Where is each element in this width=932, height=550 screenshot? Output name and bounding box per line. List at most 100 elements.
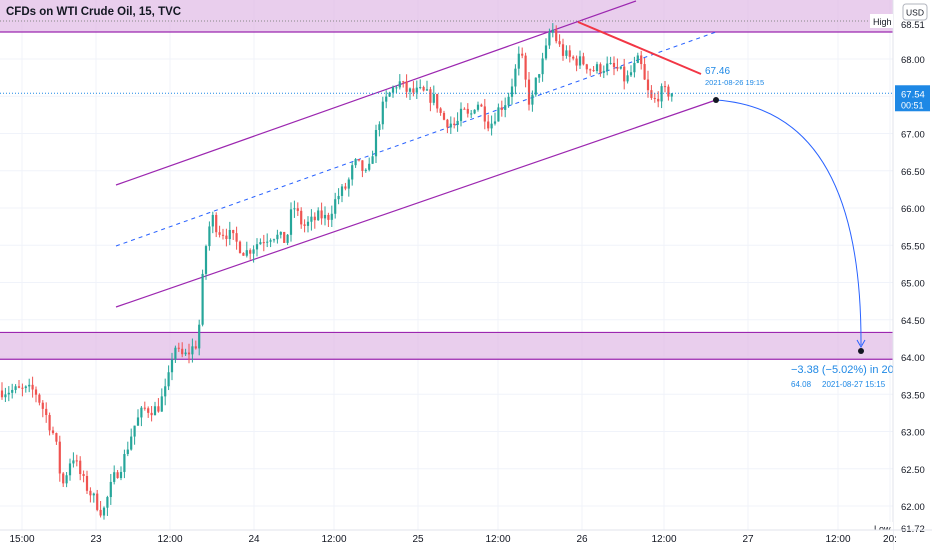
candle-body [170,359,174,373]
candle-body [286,234,289,243]
candle-body [524,55,527,80]
grid [0,0,893,530]
candle-body [102,507,106,516]
candle-body [113,472,116,482]
candle-body [646,79,650,91]
candle-body [92,493,95,496]
candle-body [174,347,177,360]
candles [0,23,673,520]
candle-body [555,29,558,42]
candle-body [385,96,388,102]
candle-body [130,436,133,450]
high-value: 68.51 [901,20,925,31]
candle-body [150,412,153,416]
candle-body [565,50,568,56]
candle-body [388,92,391,97]
candle-body [181,348,184,355]
candle-body [633,62,636,73]
candle-body [667,86,670,97]
candle-body [442,112,446,120]
candle-body [334,199,337,214]
candle-body [595,64,599,71]
y-tick-label: 67.00 [901,130,925,141]
candle-body [317,210,320,221]
candle-body [551,29,554,33]
candle-body [429,89,432,103]
candle-body [255,244,259,250]
candle-body [473,109,476,114]
candle-body [606,63,609,71]
candle-body [534,77,537,95]
channel-middle-line [115,31,717,247]
candle-body [300,210,303,225]
projection-target-price-label: 64.08 [791,380,812,389]
candle-body [517,53,520,69]
x-tick-label: 12:00 [321,534,346,545]
price-zones [0,0,893,360]
projection-end-point [858,348,864,354]
y-tick-label: 66.50 [901,167,925,178]
y-tick-label: 62.00 [901,502,925,513]
candle-body [51,430,55,434]
x-tick-label: 12:00 [651,534,676,545]
projection-arc [715,99,862,346]
candle-body [153,406,157,416]
candle-body [361,160,364,171]
candle-body [500,107,503,110]
candle-body [198,324,201,349]
candle-body [592,70,595,72]
candle-body [640,55,643,65]
candle-body [558,41,561,45]
candle-body [548,32,551,46]
candle-body [279,231,282,235]
candle-body [65,475,68,484]
candle-body [133,425,136,437]
candle-body [249,250,252,254]
candle-body [136,417,140,426]
candle-body [201,273,204,325]
candle-body [589,69,592,71]
candle-body [374,130,378,157]
candle-body [541,58,544,75]
candle-body [483,106,486,122]
candle-body [228,229,231,240]
candle-body [45,408,48,416]
candle-body [41,402,44,409]
candle-body [337,195,340,200]
x-tick-label: 27 [742,534,754,545]
candle-body [262,242,265,244]
candle-body [561,44,565,56]
candle-body [276,234,279,240]
projection-change-label: −3.38 (−5.02%) in 20h [791,364,900,376]
x-tick-label: 23 [90,534,102,545]
candle-body [585,64,588,70]
candle-body [7,392,10,395]
trendline-time-label: 2021-08-26 19:15 [705,78,764,87]
candle-body [34,389,38,395]
x-tick-label: 25 [412,534,424,545]
candle-body [470,113,473,115]
projection-target-time-label: 2021-08-27 15:15 [822,380,886,389]
candle-body [493,121,497,124]
low-label: Low [874,524,891,534]
candle-body [582,56,585,65]
candle-body [191,346,194,355]
candle-body [510,86,514,97]
candle-body [650,90,653,98]
candle-body [575,58,578,66]
candle-body [463,108,466,110]
channel-lower-line [115,99,717,308]
candle-body [344,186,347,189]
candle-body [184,352,187,355]
candle-body [327,214,330,220]
chart-title: CFDs on WTI Crude Oil, 15, TVC [6,6,182,18]
y-tick-label: 65.50 [901,241,925,252]
candle-body [456,120,459,125]
candle-body [599,64,602,73]
candle-body [126,449,129,455]
candle-body [106,497,109,508]
candle-body [643,64,646,80]
candle-body [109,481,112,498]
x-tick-label: 20: [883,534,897,545]
